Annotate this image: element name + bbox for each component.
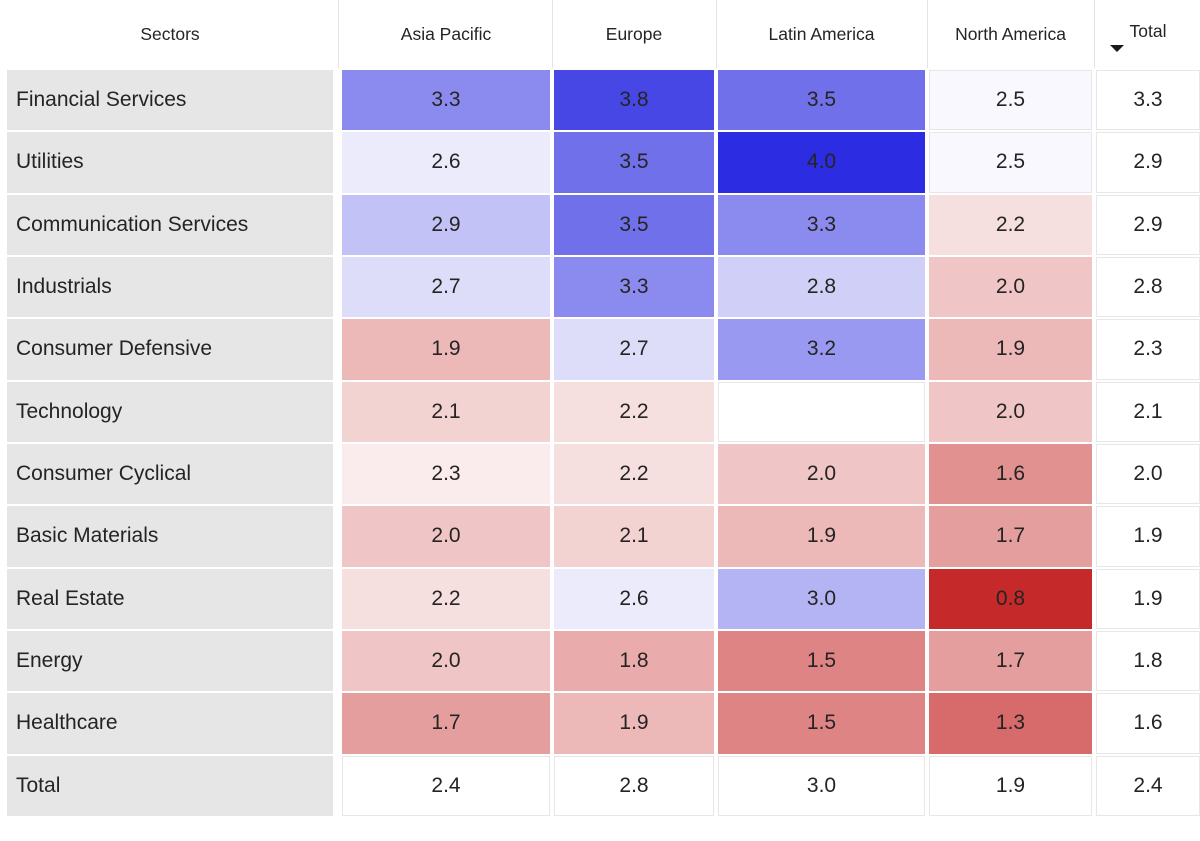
value-cell[interactable]: 2.0 — [929, 256, 1092, 318]
column-total-cell[interactable]: 3.0 — [718, 755, 925, 816]
row-header[interactable]: Industrials — [7, 256, 333, 318]
column-header-total[interactable]: Total — [1096, 0, 1200, 68]
value-cell[interactable]: 1.5 — [718, 693, 925, 754]
column-header-asia-pacific[interactable]: Asia Pacific — [342, 0, 550, 68]
row-total-cell[interactable]: 3.3 — [1096, 70, 1200, 131]
sort-descending-icon — [1110, 44, 1124, 52]
value-cell[interactable]: 3.8 — [554, 70, 714, 131]
row-header[interactable]: Communication Services — [7, 194, 333, 255]
value-cell[interactable]: 2.2 — [554, 381, 714, 442]
value-cell[interactable]: 3.3 — [342, 70, 550, 131]
row-total-cell[interactable]: 2.9 — [1096, 132, 1200, 193]
row-total-cell[interactable]: 1.8 — [1096, 630, 1200, 692]
value-cell[interactable]: 4.0 — [718, 132, 925, 193]
value-cell[interactable]: 3.0 — [718, 568, 925, 629]
value-cell[interactable]: 2.7 — [554, 319, 714, 380]
value-cell[interactable] — [718, 381, 925, 442]
value-cell[interactable]: 2.6 — [554, 568, 714, 629]
value-cell[interactable]: 3.5 — [718, 70, 925, 131]
value-cell[interactable]: 3.5 — [554, 194, 714, 255]
header-separator — [927, 0, 928, 68]
value-cell[interactable]: 1.8 — [554, 630, 714, 692]
value-cell[interactable]: 2.1 — [554, 506, 714, 567]
value-cell[interactable]: 2.0 — [929, 381, 1092, 442]
header-separator — [338, 0, 339, 68]
value-cell[interactable]: 3.2 — [718, 319, 925, 380]
value-cell[interactable]: 1.6 — [929, 443, 1092, 505]
row-header[interactable]: Healthcare — [7, 693, 333, 754]
value-cell[interactable]: 2.8 — [718, 256, 925, 318]
value-cell[interactable]: 1.3 — [929, 693, 1092, 754]
grand-total-cell[interactable]: 2.4 — [1096, 755, 1200, 816]
value-cell[interactable]: 3.3 — [554, 256, 714, 318]
row-total-cell[interactable]: 2.8 — [1096, 256, 1200, 318]
value-cell[interactable]: 2.9 — [342, 194, 550, 255]
value-cell[interactable]: 1.9 — [342, 319, 550, 380]
row-header[interactable]: Basic Materials — [7, 506, 333, 567]
row-total-cell[interactable]: 2.0 — [1096, 443, 1200, 505]
row-total-cell[interactable]: 1.6 — [1096, 693, 1200, 754]
value-cell[interactable]: 2.0 — [718, 443, 925, 505]
column-total-cell[interactable]: 1.9 — [929, 755, 1092, 816]
value-cell[interactable]: 2.5 — [929, 70, 1092, 131]
value-cell[interactable]: 1.5 — [718, 630, 925, 692]
value-cell[interactable]: 3.3 — [718, 194, 925, 255]
row-header[interactable]: Energy — [7, 630, 333, 692]
value-cell[interactable]: 1.9 — [718, 506, 925, 567]
value-cell[interactable]: 1.7 — [342, 693, 550, 754]
value-cell[interactable]: 2.0 — [342, 630, 550, 692]
row-header[interactable]: Financial Services — [7, 70, 333, 131]
value-cell[interactable]: 2.7 — [342, 256, 550, 318]
column-header-sectors[interactable]: Sectors — [7, 0, 333, 68]
value-cell[interactable]: 2.0 — [342, 506, 550, 567]
value-cell[interactable]: 0.8 — [929, 568, 1092, 629]
row-total-cell[interactable]: 2.3 — [1096, 319, 1200, 380]
total-header-label: Total — [1129, 20, 1167, 41]
value-cell[interactable]: 2.2 — [929, 194, 1092, 255]
column-header-north-america[interactable]: North America — [929, 0, 1092, 68]
value-cell[interactable]: 1.7 — [929, 506, 1092, 567]
value-cell[interactable]: 2.1 — [342, 381, 550, 442]
value-cell[interactable]: 1.7 — [929, 630, 1092, 692]
row-header[interactable]: Real Estate — [7, 568, 333, 629]
column-total-cell[interactable]: 2.8 — [554, 755, 714, 816]
value-cell[interactable]: 2.3 — [342, 443, 550, 505]
row-total-cell[interactable]: 1.9 — [1096, 506, 1200, 567]
value-cell[interactable]: 2.2 — [342, 568, 550, 629]
value-cell[interactable]: 2.5 — [929, 132, 1092, 193]
header-separator — [552, 0, 553, 68]
row-header[interactable]: Consumer Cyclical — [7, 443, 333, 505]
row-total-cell[interactable]: 1.9 — [1096, 568, 1200, 629]
row-header[interactable]: Technology — [7, 381, 333, 442]
value-cell[interactable]: 1.9 — [929, 319, 1092, 380]
row-header[interactable]: Consumer Defensive — [7, 319, 333, 380]
value-cell[interactable]: 2.2 — [554, 443, 714, 505]
row-header[interactable]: Utilities — [7, 132, 333, 193]
total-row-header[interactable]: Total — [7, 755, 333, 816]
column-total-cell[interactable]: 2.4 — [342, 755, 550, 816]
row-total-cell[interactable]: 2.1 — [1096, 381, 1200, 442]
header-separator — [1094, 0, 1095, 68]
value-cell[interactable]: 1.9 — [554, 693, 714, 754]
header-separator — [716, 0, 717, 68]
value-cell[interactable]: 2.6 — [342, 132, 550, 193]
row-total-cell[interactable]: 2.9 — [1096, 194, 1200, 255]
column-header-europe[interactable]: Europe — [554, 0, 714, 68]
column-header-latin-america[interactable]: Latin America — [718, 0, 925, 68]
value-cell[interactable]: 3.5 — [554, 132, 714, 193]
